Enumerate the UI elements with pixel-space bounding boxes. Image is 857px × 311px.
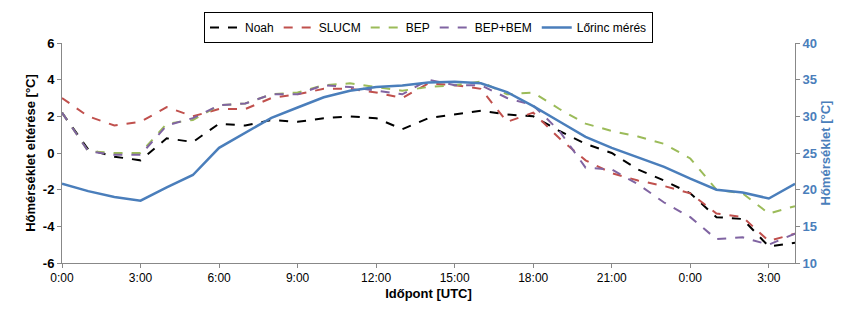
svg-text:-4: -4 <box>43 219 55 234</box>
svg-text:15:00: 15:00 <box>440 271 470 285</box>
svg-text:3:00: 3:00 <box>757 271 781 285</box>
svg-text:BEP: BEP <box>406 21 430 35</box>
svg-text:BEP+BEM: BEP+BEM <box>475 21 532 35</box>
svg-text:40: 40 <box>803 36 817 51</box>
svg-text:12:00: 12:00 <box>361 271 391 285</box>
svg-text:20: 20 <box>803 182 817 197</box>
svg-text:4: 4 <box>47 72 55 87</box>
svg-text:Időpont [UTC]: Időpont [UTC] <box>385 286 472 301</box>
svg-text:10: 10 <box>803 256 817 271</box>
svg-text:25: 25 <box>803 146 817 161</box>
svg-text:Hőmérséklet [°C]: Hőmérséklet [°C] <box>818 101 833 206</box>
svg-text:Noah: Noah <box>245 21 274 35</box>
svg-text:2: 2 <box>47 109 54 124</box>
svg-text:9:00: 9:00 <box>286 271 310 285</box>
svg-text:Lőrinc mérés: Lőrinc mérés <box>577 21 646 35</box>
svg-text:0: 0 <box>47 146 54 161</box>
svg-text:3:00: 3:00 <box>129 271 153 285</box>
svg-text:Hőmérséklet eltérése [°C]: Hőmérséklet eltérése [°C] <box>23 74 38 232</box>
svg-text:6: 6 <box>47 36 54 51</box>
svg-text:30: 30 <box>803 109 817 124</box>
svg-text:6:00: 6:00 <box>207 271 231 285</box>
svg-text:18:00: 18:00 <box>518 271 548 285</box>
svg-text:0:00: 0:00 <box>679 271 703 285</box>
svg-text:21:00: 21:00 <box>597 271 627 285</box>
svg-text:-6: -6 <box>43 256 55 271</box>
svg-text:0:00: 0:00 <box>50 271 74 285</box>
svg-text:15: 15 <box>803 219 817 234</box>
svg-text:-2: -2 <box>43 182 55 197</box>
svg-text:35: 35 <box>803 72 817 87</box>
svg-text:SLUCM: SLUCM <box>319 21 361 35</box>
